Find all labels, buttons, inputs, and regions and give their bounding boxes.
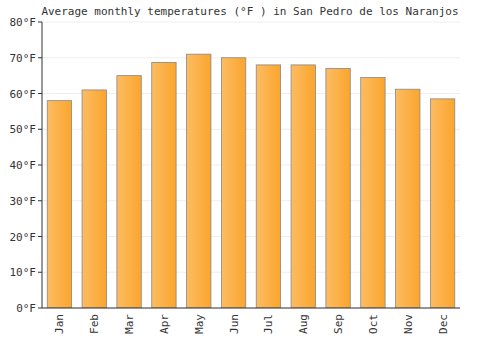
bar (221, 58, 245, 308)
grid-line (42, 22, 460, 23)
x-tick-label: Feb (88, 314, 101, 334)
x-tick-label: Nov (402, 314, 415, 334)
grid-line (42, 308, 460, 309)
tick-mark (38, 129, 42, 130)
bar (430, 99, 454, 308)
bar (47, 101, 71, 308)
y-tick-label: 50°F (10, 123, 37, 136)
bars (47, 54, 455, 308)
x-tick-label: Jun (228, 314, 241, 334)
x-axis (42, 308, 460, 309)
y-tick-label: 0°F (16, 302, 36, 315)
bar (396, 89, 420, 308)
y-tick-label: 30°F (10, 195, 37, 208)
tick-mark (38, 93, 42, 94)
x-tick-label: May (193, 314, 206, 334)
tick-mark (38, 272, 42, 273)
x-tick-label: Aug (297, 314, 310, 334)
chart: Average monthly temperatures (°F ) in Sa… (0, 0, 500, 350)
tick-mark (38, 200, 42, 201)
bar (326, 68, 350, 308)
tick-mark (38, 57, 42, 58)
y-tick-label: 20°F (10, 231, 37, 244)
bar (187, 54, 211, 308)
bar (361, 77, 385, 308)
x-tick-label: Sep (332, 314, 345, 334)
x-tick-label: Apr (158, 314, 171, 334)
bar (82, 90, 106, 308)
tick-mark (38, 165, 42, 166)
x-tick-label: Mar (123, 314, 136, 334)
y-tick-label: 60°F (10, 88, 37, 101)
y-tick-label: 70°F (10, 52, 37, 65)
x-tick-label: Jan (53, 314, 66, 334)
bar (152, 62, 176, 308)
y-tick-label: 40°F (10, 159, 37, 172)
x-tick-label: Oct (367, 314, 380, 334)
tick-mark (38, 236, 42, 237)
x-tick-label: Jul (262, 314, 275, 334)
tick-mark (38, 22, 42, 23)
bar (117, 76, 141, 308)
title: Average monthly temperatures (°F ) in Sa… (41, 5, 458, 18)
grid-line (42, 57, 460, 58)
bar (256, 65, 280, 308)
y-tick-label: 80°F (10, 16, 37, 29)
tick-mark (38, 308, 42, 309)
y-tick-label: 10°F (10, 266, 37, 279)
x-tick-label: Dec (437, 314, 450, 334)
y-axis (42, 22, 43, 308)
bar (291, 65, 315, 308)
